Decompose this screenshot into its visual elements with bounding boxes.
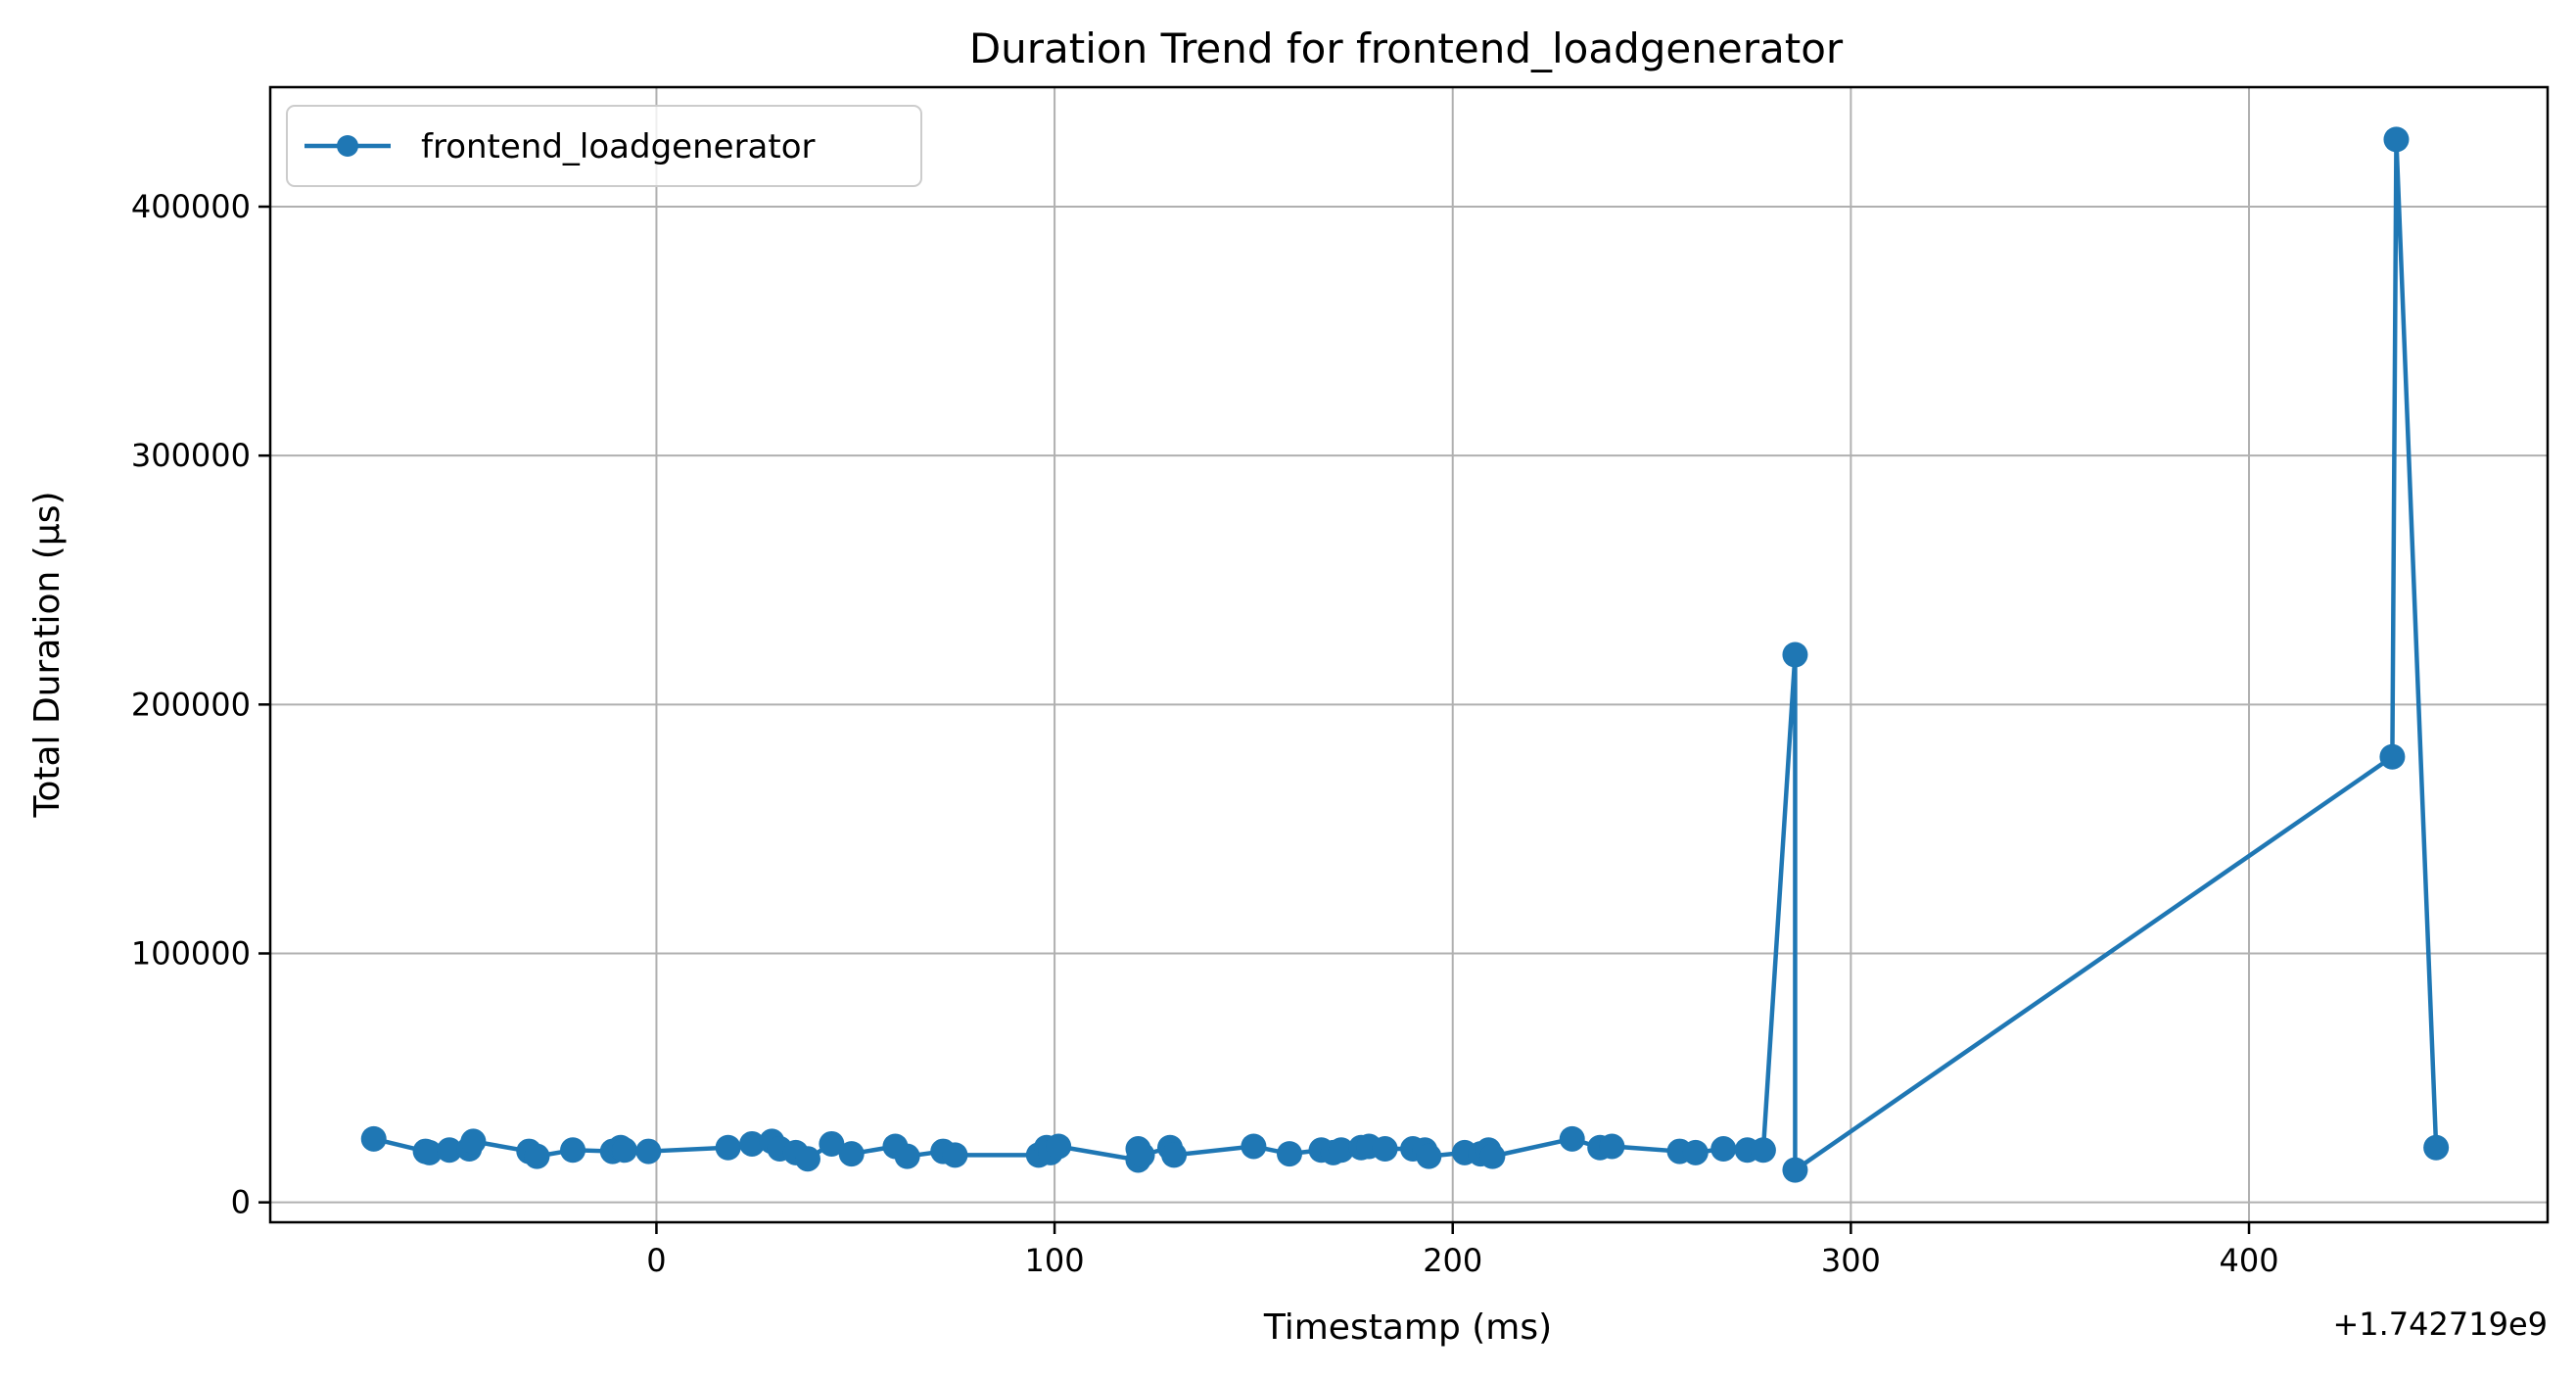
x-axis-offset-label: +1.742719e9 <box>2332 1306 2548 1343</box>
data-point <box>942 1142 968 1168</box>
series-markers <box>360 126 2450 1183</box>
data-point <box>460 1128 487 1155</box>
data-point <box>715 1134 741 1161</box>
data-point <box>819 1130 845 1157</box>
data-point <box>2383 126 2410 153</box>
y-axis-ticks: 0 100000 200000 300000 400000 <box>131 188 270 1221</box>
data-point <box>1328 1137 1354 1164</box>
x-tick-label: 400 <box>2219 1242 2278 1279</box>
data-point <box>1241 1133 1267 1160</box>
y-tick-label: 0 <box>231 1184 251 1221</box>
data-point <box>416 1139 443 1165</box>
x-tick-label: 100 <box>1025 1242 1085 1279</box>
data-point <box>1161 1142 1188 1168</box>
data-point <box>1782 641 1808 668</box>
data-point <box>1277 1141 1303 1167</box>
data-point <box>524 1143 550 1169</box>
data-point <box>2379 743 2406 770</box>
data-point <box>560 1137 586 1164</box>
data-point <box>1710 1136 1737 1163</box>
legend-marker-swatch <box>337 135 358 157</box>
y-tick-label: 100000 <box>131 935 251 973</box>
data-point <box>1682 1139 1709 1165</box>
plot-frame <box>268 85 2550 1224</box>
legend: frontend_loadgenerator <box>286 105 922 187</box>
x-axis-label: Timestamp (ms) <box>1263 1307 1552 1348</box>
grid-lines <box>270 87 2548 1222</box>
data-point <box>739 1130 766 1157</box>
y-tick-label: 400000 <box>131 188 251 225</box>
data-point <box>1129 1142 1155 1168</box>
y-tick-label: 200000 <box>131 686 251 723</box>
data-point <box>436 1137 462 1164</box>
data-point <box>1416 1143 1442 1169</box>
data-point <box>611 1137 637 1164</box>
plot-series <box>360 126 2450 1183</box>
data-point <box>1479 1143 1506 1169</box>
data-point <box>1599 1133 1625 1160</box>
data-point <box>838 1141 865 1167</box>
data-point <box>894 1143 920 1169</box>
chart-title: Duration Trend for frontend_loadgenerato… <box>969 24 1844 72</box>
data-point <box>1559 1125 1585 1152</box>
data-point <box>1750 1137 1776 1164</box>
data-point <box>360 1125 387 1152</box>
data-point <box>1046 1133 1072 1160</box>
x-tick-label: 0 <box>646 1242 666 1279</box>
y-axis-label: Total Duration (µs) <box>27 491 68 818</box>
data-point <box>635 1138 662 1164</box>
legend-box <box>286 105 922 187</box>
data-point <box>1372 1136 1398 1163</box>
y-tick-label: 300000 <box>131 437 251 474</box>
data-point <box>2423 1134 2450 1161</box>
x-axis-ticks: 0 100 200 300 400 <box>646 1222 2279 1279</box>
x-tick-label: 200 <box>1423 1242 1482 1279</box>
x-tick-label: 300 <box>1821 1242 1881 1279</box>
legend-label: frontend_loadgenerator <box>421 127 816 166</box>
data-point <box>1782 1157 1808 1183</box>
data-point <box>794 1146 820 1172</box>
